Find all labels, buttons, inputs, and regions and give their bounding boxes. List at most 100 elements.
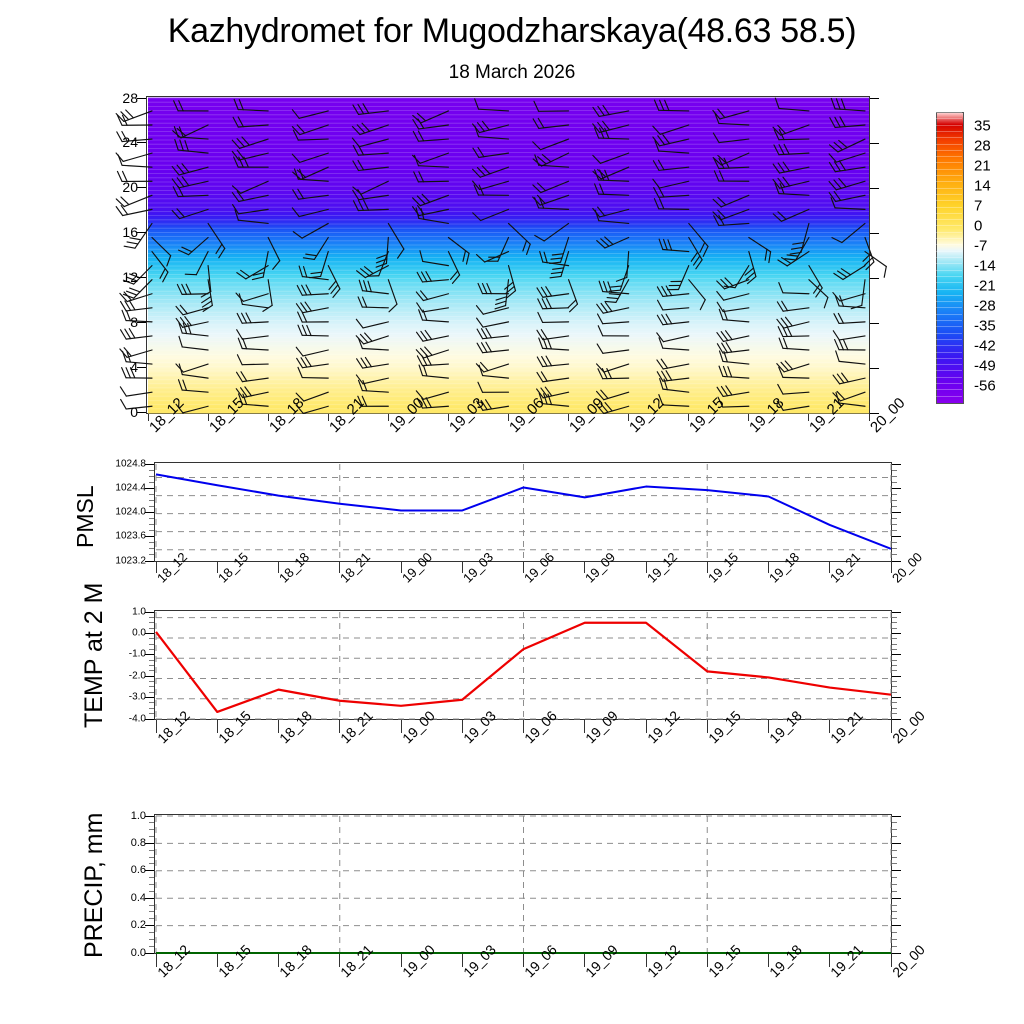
y-minor-tick-right	[892, 542, 897, 544]
y-tick-label: 1024.0	[115, 506, 146, 518]
y-tick-label: 24	[122, 134, 138, 151]
x-tick-mark	[147, 414, 149, 421]
y-minor-tick-right	[892, 659, 897, 661]
colorbar-tick-label: -14	[974, 257, 996, 275]
y-tick-label: 1.0	[130, 809, 146, 822]
x-tick-mark	[829, 720, 831, 733]
y-minor-tick	[149, 945, 154, 947]
y-minor-tick-right	[892, 524, 897, 526]
colorbar-band-line	[936, 149, 962, 151]
y-minor-tick-right	[892, 877, 897, 879]
y-minor-tick	[149, 638, 154, 640]
y-tick-mark-right	[892, 632, 901, 634]
y-minor-tick	[149, 849, 154, 851]
x-tick-mark	[387, 414, 389, 421]
y-minor-tick	[149, 524, 154, 526]
y-minor-tick-right	[892, 918, 897, 920]
x-tick-mark	[706, 720, 708, 733]
x-tick-mark	[584, 562, 586, 573]
y-tick-mark-right	[892, 512, 901, 513]
colorbar-band-line	[936, 187, 962, 189]
y-tick-mark-right	[892, 842, 901, 844]
x-tick-mark	[584, 720, 586, 733]
colorbar-tick-label: -21	[974, 277, 996, 295]
x-tick-mark	[868, 414, 870, 421]
x-tick-mark	[278, 954, 279, 967]
y-tick-mark-right	[892, 536, 901, 538]
y-tick-mark	[137, 411, 146, 413]
colorbar-band-line	[936, 294, 962, 296]
colorbar-band-line	[936, 193, 962, 195]
x-tick-mark	[447, 414, 449, 421]
y-minor-tick	[149, 829, 154, 831]
y-minor-tick-right	[892, 681, 897, 683]
y-tick-label: -2.0	[128, 670, 146, 682]
y-minor-tick	[149, 622, 154, 624]
y-minor-tick	[149, 856, 154, 858]
colorbar-band-line	[936, 225, 962, 227]
x-tick-mark	[688, 414, 690, 421]
y-tick-label: 28	[122, 89, 138, 106]
x-tick-mark	[207, 414, 209, 421]
colorbar-band-line	[936, 130, 962, 132]
x-tick-mark	[706, 954, 708, 967]
x-tick-mark	[645, 954, 647, 967]
y-minor-tick	[149, 681, 154, 683]
y-minor-tick	[149, 499, 154, 501]
y-tick-mark	[145, 463, 154, 465]
colorbar-band-line	[936, 345, 962, 347]
y-tick-mark-right	[870, 142, 879, 144]
y-tick-mark	[145, 870, 154, 872]
y-tick-mark-right	[892, 463, 901, 465]
colorbar-band-line	[936, 238, 962, 240]
y-tick-mark-right	[870, 322, 879, 324]
y-tick-mark-right	[870, 367, 879, 369]
colorbar-band-line	[936, 301, 962, 303]
y-minor-tick-right	[892, 890, 897, 892]
y-minor-tick-right	[892, 836, 897, 838]
y-tick-mark-right	[892, 897, 901, 899]
x-tick-mark	[628, 414, 630, 421]
y-minor-tick-right	[892, 638, 897, 640]
y-minor-tick	[149, 643, 154, 645]
colorbar-tick-label: 0	[974, 217, 983, 235]
x-tick-mark	[216, 720, 218, 733]
y-tick-mark-right	[892, 560, 901, 562]
colorbar-tick-label: 14	[974, 177, 991, 195]
y-minor-tick	[149, 938, 154, 940]
colorbar-band-line	[936, 231, 962, 233]
colorbar-band-line	[936, 181, 962, 183]
y-minor-tick	[149, 691, 154, 693]
y-tick-mark	[145, 952, 154, 954]
y-minor-tick	[149, 530, 154, 532]
x-tick-mark	[523, 720, 524, 733]
colorbar-tick-label: -7	[974, 237, 988, 255]
y-tick-mark-right	[870, 277, 879, 279]
x-tick-mark	[706, 562, 708, 573]
x-tick-label: 20_00	[866, 394, 909, 437]
y-tick-mark	[145, 560, 154, 562]
colorbar-band-line	[936, 370, 962, 372]
y-minor-tick-right	[892, 713, 897, 715]
colorbar-tick-label: 21	[974, 157, 991, 175]
y-tick-mark-right	[870, 187, 879, 189]
colorbar-tick-label: -49	[974, 357, 996, 375]
y-minor-tick-right	[892, 499, 897, 501]
y-minor-tick	[149, 707, 154, 709]
x-tick-mark	[278, 562, 279, 573]
x-tick-mark	[890, 954, 892, 967]
y-minor-tick	[149, 686, 154, 688]
y-minor-tick-right	[892, 469, 897, 471]
colorbar-band-line	[936, 376, 962, 378]
x-tick-mark	[508, 414, 509, 421]
x-tick-mark	[461, 720, 463, 733]
y-minor-tick	[149, 702, 154, 704]
colorbar-band-line	[936, 338, 962, 340]
y-tick-label: 1024.4	[115, 482, 146, 494]
y-minor-tick	[149, 877, 154, 879]
y-minor-tick-right	[892, 475, 897, 477]
colorbar-tick-label: 7	[974, 197, 983, 215]
x-tick-mark	[768, 562, 769, 573]
y-minor-tick-right	[892, 938, 897, 940]
x-tick-mark	[155, 562, 157, 573]
